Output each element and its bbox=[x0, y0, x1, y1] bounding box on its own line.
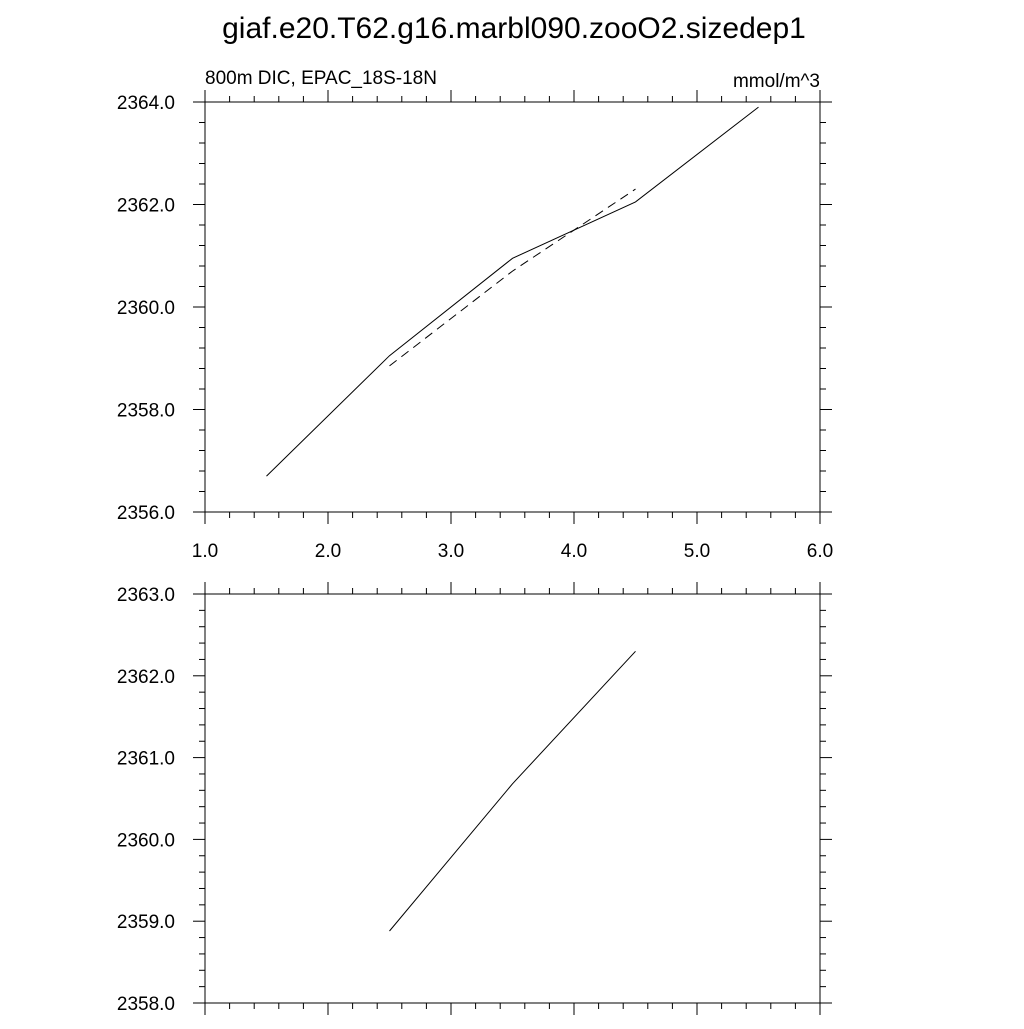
top-y-tick-label: 2362.0 bbox=[117, 196, 175, 217]
top-x-tick-label: 5.0 bbox=[684, 541, 710, 562]
bottom-y-tick-label: 2358.0 bbox=[117, 994, 175, 1015]
top-x-tick-label: 6.0 bbox=[807, 541, 833, 562]
top-y-tick-label: 2358.0 bbox=[117, 401, 175, 422]
top-x-tick-label: 4.0 bbox=[561, 541, 587, 562]
top-series-line-dashed bbox=[389, 188, 636, 367]
bottom-plot-frame bbox=[204, 593, 821, 1004]
top-plot-frame bbox=[204, 101, 821, 513]
top-x-tick-label: 3.0 bbox=[438, 541, 464, 562]
main-title: giaf.e20.T62.g16.marbl090.zooO2.sizedep1 bbox=[222, 12, 806, 45]
top-panel-left-string: 800m DIC, EPAC_18S-18N bbox=[205, 68, 437, 89]
bottom-y-tick-label: 2362.0 bbox=[117, 667, 175, 688]
top-panel-right-string: mmol/m^3 bbox=[733, 71, 820, 92]
bottom-y-tick-label: 2361.0 bbox=[117, 749, 175, 770]
top-y-tick-label: 2356.0 bbox=[117, 503, 175, 524]
bottom-panel: 2358.0 2359.0 2360.0 2361.0 2362.0 2363.0 bbox=[117, 582, 832, 1015]
top-panel: 800m DIC, EPAC_18S-18N mmol/m^3 1.0 2.0 3.… bbox=[117, 68, 833, 562]
top-x-tick-label: 1.0 bbox=[192, 541, 218, 562]
bottom-series-line-solid bbox=[389, 650, 636, 932]
bottom-y-tick-label: 2359.0 bbox=[117, 912, 175, 933]
bottom-y-tick-label: 2360.0 bbox=[117, 830, 175, 851]
top-x-tick-label: 2.0 bbox=[315, 541, 341, 562]
top-y-tick-label: 2364.0 bbox=[117, 93, 175, 114]
top-series-line-solid bbox=[266, 106, 759, 477]
top-y-tick-label: 2360.0 bbox=[117, 298, 175, 319]
bottom-y-tick-label: 2363.0 bbox=[117, 585, 175, 606]
